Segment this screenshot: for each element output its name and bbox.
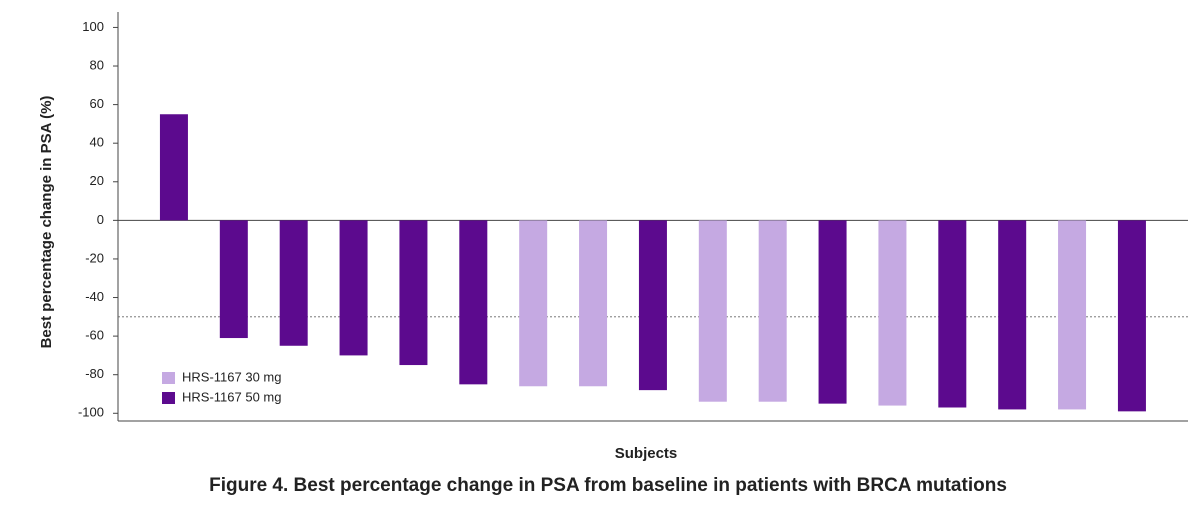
y-tick-label: 20 xyxy=(90,173,104,188)
bar xyxy=(1058,220,1087,410)
legend-label: HRS-1167 50 mg xyxy=(182,389,281,404)
bar xyxy=(758,220,787,402)
bar xyxy=(1117,220,1146,412)
bar xyxy=(698,220,727,402)
bar xyxy=(818,220,847,404)
legend-swatch xyxy=(162,372,175,384)
y-tick-label: -100 xyxy=(78,405,104,420)
bar xyxy=(638,220,667,391)
y-tick-label: 40 xyxy=(90,135,104,150)
y-axis-title: Best percentage change in PSA (%) xyxy=(38,96,55,349)
y-tick-label: -20 xyxy=(85,250,104,265)
y-tick-label: 60 xyxy=(90,96,104,111)
bar xyxy=(339,220,368,356)
x-axis-title: Subjects xyxy=(615,445,678,462)
legend-swatch xyxy=(162,392,175,404)
bar xyxy=(399,220,428,366)
bar xyxy=(938,220,967,408)
y-tick-label: -40 xyxy=(85,289,104,304)
bar xyxy=(579,220,608,387)
caption: Figure 4. Best percentage change in PSA … xyxy=(209,475,1007,496)
bar xyxy=(998,220,1027,410)
bar xyxy=(159,114,188,221)
bar xyxy=(459,220,488,385)
y-tick-label: 80 xyxy=(90,57,104,72)
y-tick-label: -80 xyxy=(85,366,104,381)
bar xyxy=(279,220,308,346)
legend-label: HRS-1167 30 mg xyxy=(182,369,281,384)
bar xyxy=(878,220,907,406)
bar xyxy=(519,220,548,387)
bar xyxy=(219,220,248,339)
y-tick-label: 100 xyxy=(82,19,104,34)
y-tick-label: -60 xyxy=(85,328,104,343)
y-tick-label: 0 xyxy=(97,212,104,227)
